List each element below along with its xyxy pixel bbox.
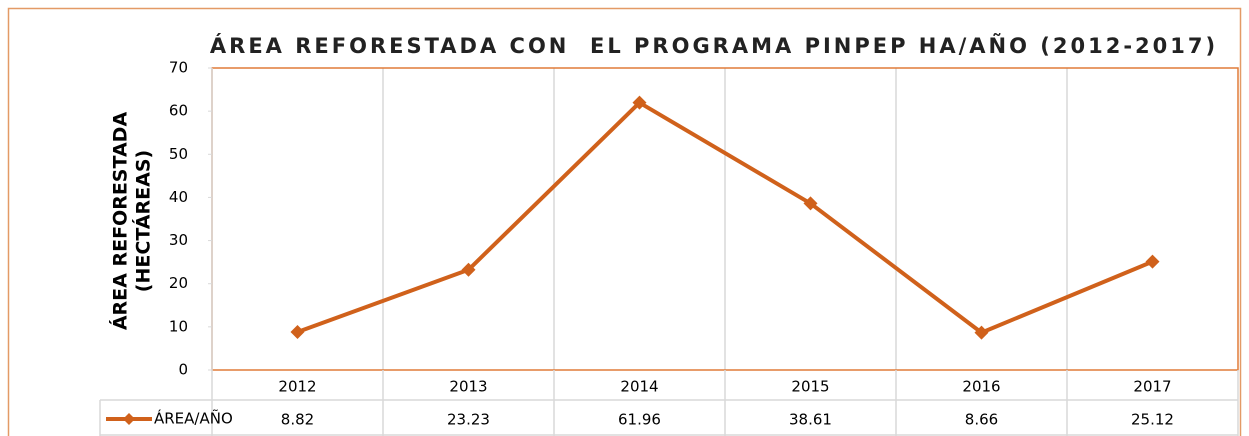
series-line [296, 100, 1154, 335]
table-value: 25.12 [1131, 411, 1174, 429]
x-tick-label: 2013 [449, 378, 487, 396]
table-value: 8.66 [965, 411, 998, 429]
x-tick-label: 2014 [620, 378, 658, 396]
table-value: 8.82 [281, 411, 314, 429]
chart-title: ÁREA REFORESTADA CON EL PROGRAMA PINPEP … [210, 33, 1218, 58]
y-axis-label-line: (HECTÁREAS) [132, 150, 155, 292]
marker [1145, 254, 1160, 269]
x-tick-label: 2015 [791, 378, 829, 396]
y-axis-label-line: ÁREA REFORESTADA [109, 112, 132, 331]
x-tick-label: 2016 [962, 378, 1000, 396]
table-value: 23.23 [447, 411, 490, 429]
y-tick-label: 0 [178, 361, 188, 379]
y-axis-label: ÁREA REFORESTADA (HECTÁREAS) [109, 112, 155, 331]
y-tick-label: 40 [169, 188, 188, 206]
marker [290, 324, 305, 339]
legend-label: ÁREA/AÑO [154, 409, 233, 428]
marker [974, 325, 989, 340]
table-value: 61.96 [618, 411, 661, 429]
y-tick-label: 70 [169, 59, 188, 77]
y-tick-label: 60 [169, 102, 188, 120]
y-tick-label: 30 [169, 231, 188, 249]
y-tick-label: 20 [169, 274, 188, 292]
y-tick-label: 50 [169, 145, 188, 163]
marker [461, 262, 476, 277]
marker [803, 196, 818, 211]
y-tick-label: 10 [169, 317, 188, 335]
table-value: 38.61 [789, 411, 832, 429]
x-tick-label: 2012 [278, 378, 316, 396]
legend-marker [123, 413, 135, 425]
marker [632, 95, 647, 110]
x-tick-label: 2017 [1133, 378, 1171, 396]
chart-border [7, 7, 1242, 436]
